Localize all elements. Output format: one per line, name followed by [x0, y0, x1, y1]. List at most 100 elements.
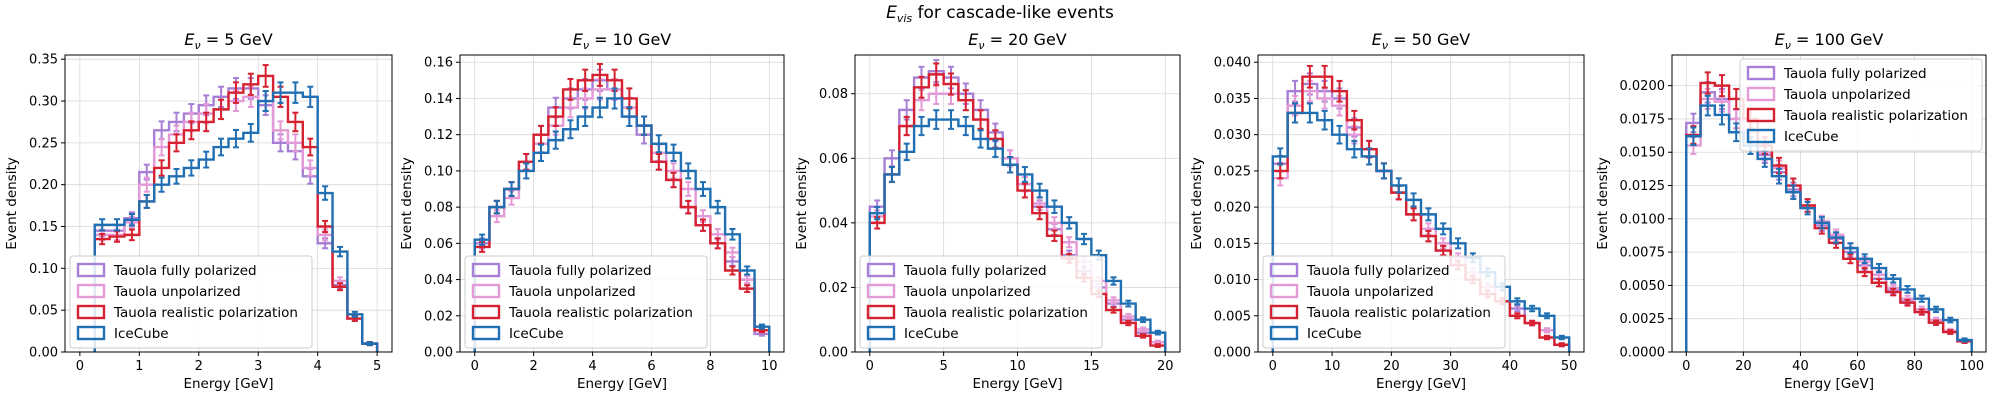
legend-item-icecube: IceCube: [76, 325, 169, 342]
xtick-label-5: 50: [1561, 359, 1578, 374]
errorbar-icecube-17: [1529, 304, 1536, 313]
errorbar-icecube-11: [641, 115, 648, 136]
ytick-label-6: 0.030: [1214, 128, 1251, 143]
legend: Tauola fully polarized Tauola unpolarized…: [1262, 255, 1506, 349]
errorbar-unpolarized-13: [292, 133, 299, 153]
errorbar-realistic-8: [596, 63, 603, 87]
xtick-label-1: 10: [1324, 359, 1341, 374]
errorbar-icecube-18: [1140, 316, 1147, 324]
ytick-label-8: 0.16: [424, 56, 453, 71]
errorbar-icecube-5: [173, 167, 180, 185]
errorbar-unpolarized-12: [277, 120, 284, 141]
ytick-label-2: 0.04: [819, 216, 848, 231]
errorbar-icecube-3: [1733, 122, 1740, 143]
errorbar-icecube-3: [1321, 109, 1328, 131]
errorbar-icecube-1: [1292, 102, 1299, 124]
legend-swatch-polarized: [866, 262, 896, 278]
errorbar-unpolarized-3: [143, 176, 150, 193]
axes-frame: [459, 54, 785, 353]
ytick-label-6: 0.12: [424, 128, 453, 143]
xtick-label-0: 0: [1682, 359, 1690, 374]
errorbar-realistic-16: [714, 237, 721, 250]
xtick-label-3: 6: [647, 359, 655, 374]
legend-item-realistic: Tauola realistic polarization: [866, 304, 1088, 321]
x-axis-label: Energy [GeV]: [183, 376, 273, 392]
errorbar-icecube-13: [670, 143, 677, 162]
errorbar-icecube-2: [903, 142, 910, 162]
legend-item-polarized: Tauola fully polarized: [471, 262, 652, 279]
errorbar-icecube-2: [508, 181, 515, 197]
panel-1: 0 1 2 3 4 5 0.00 0.05 0.10 0.15 0.20 0.25 0.30 0.35 En…: [4, 30, 393, 392]
errorbar-icecube-17: [729, 227, 736, 241]
legend: Tauola fully polarized Tauola unpolarized…: [464, 255, 708, 349]
ytick-label-4: 0.0100: [1620, 212, 1666, 227]
errorbar-realistic-19: [1154, 343, 1161, 348]
ytick-label-3: 0.015: [1214, 237, 1251, 252]
ytick-label-7: 0.14: [424, 92, 453, 107]
errorbar-icecube-15: [322, 185, 329, 201]
legend-label-unpolarized: Tauola unpolarized: [1783, 87, 1911, 103]
ytick-label-5: 0.25: [29, 136, 58, 151]
errorbar-realistic-1: [1704, 71, 1711, 95]
legend-swatch-polarized: [1746, 65, 1776, 81]
ytick-label-2: 0.0050: [1620, 279, 1666, 294]
xtick-label-3: 60: [1849, 359, 1866, 374]
errorbar-realistic-11: [262, 64, 269, 88]
y-axis-label: Event density: [1595, 157, 1611, 249]
panel-title: Eν = 20 GeV: [968, 30, 1067, 52]
errorbar-unpolarized-18: [1140, 326, 1147, 333]
legend-swatch-realistic: [866, 304, 896, 320]
ytick-label-4: 0.08: [424, 201, 453, 216]
errorbar-icecube-7: [1790, 184, 1797, 200]
series-icecube-step: [868, 118, 1167, 352]
y-axis-label: Event density: [1189, 157, 1205, 249]
errorbar-icecube-15: [700, 181, 706, 197]
legend-label-polarized: Tauola fully polarized: [113, 263, 257, 279]
errorbar-realistic-15: [322, 219, 329, 234]
suptitle-text: for cascade-like events: [912, 3, 1114, 23]
legend-label-unpolarized: Tauola unpolarized: [903, 284, 1031, 300]
legend-swatch-realistic: [1269, 304, 1299, 320]
errorbar-realistic-12: [1861, 267, 1868, 278]
errorbar-icecube-9: [611, 87, 618, 110]
errorbar-realistic-0: [99, 232, 106, 246]
xtick-label-0: 0: [76, 359, 84, 374]
xtick-label-0: 0: [1269, 359, 1277, 374]
errorbar-icecube-17: [1933, 305, 1940, 314]
errorbar-realistic-8: [218, 98, 225, 121]
errorbar-unpolarized-13: [1066, 236, 1073, 249]
legend-item-unpolarized: Tauola unpolarized: [1269, 283, 1434, 300]
errorbar-realistic-17: [729, 265, 736, 276]
errorbar-realistic-9: [1410, 207, 1417, 222]
legend-label-realistic: Tauola realistic polarization: [903, 305, 1088, 321]
legend-swatch-realistic: [471, 304, 501, 320]
errorbar-icecube-16: [1514, 297, 1521, 306]
errorbar-icecube-10: [626, 106, 633, 128]
legend-item-unpolarized: Tauola unpolarized: [1746, 86, 1911, 103]
legend-item-realistic: Tauola realistic polarization: [1269, 304, 1491, 321]
errorbar-icecube-7: [582, 106, 589, 128]
errorbar-icecube-12: [1051, 199, 1058, 215]
legend-label-polarized: Tauola fully polarized: [903, 263, 1047, 279]
errorbar-realistic-10: [1021, 182, 1028, 199]
errorbar-icecube-7: [203, 150, 210, 169]
errorbar-unpolarized-17: [729, 246, 736, 259]
errorbar-realistic-12: [1051, 229, 1058, 243]
errorbar-unpolarized-12: [1051, 216, 1058, 230]
ytick-label-1: 0.0025: [1620, 312, 1666, 327]
xtick-label-2: 10: [1009, 359, 1026, 374]
errorbar-icecube-16: [714, 199, 721, 215]
errorbar-icecube-14: [1890, 273, 1897, 284]
ytick-label-2: 0.04: [424, 273, 453, 288]
errorbar-realistic-16: [1514, 312, 1521, 320]
legend-swatch-icecube: [1746, 128, 1776, 144]
errorbar-icecube-3: [523, 162, 530, 180]
errorbar-icecube-6: [962, 115, 969, 137]
errorbar-realistic-4: [933, 62, 940, 87]
errorbar-icecube-11: [1440, 222, 1447, 236]
xtick-label-4: 40: [1502, 359, 1519, 374]
ytick-label-0: 0.0000: [1620, 346, 1666, 361]
errorbar-icecube-16: [336, 245, 343, 258]
legend-label-icecube: IceCube: [904, 326, 959, 342]
errorbar-icecube-16: [1110, 276, 1117, 286]
